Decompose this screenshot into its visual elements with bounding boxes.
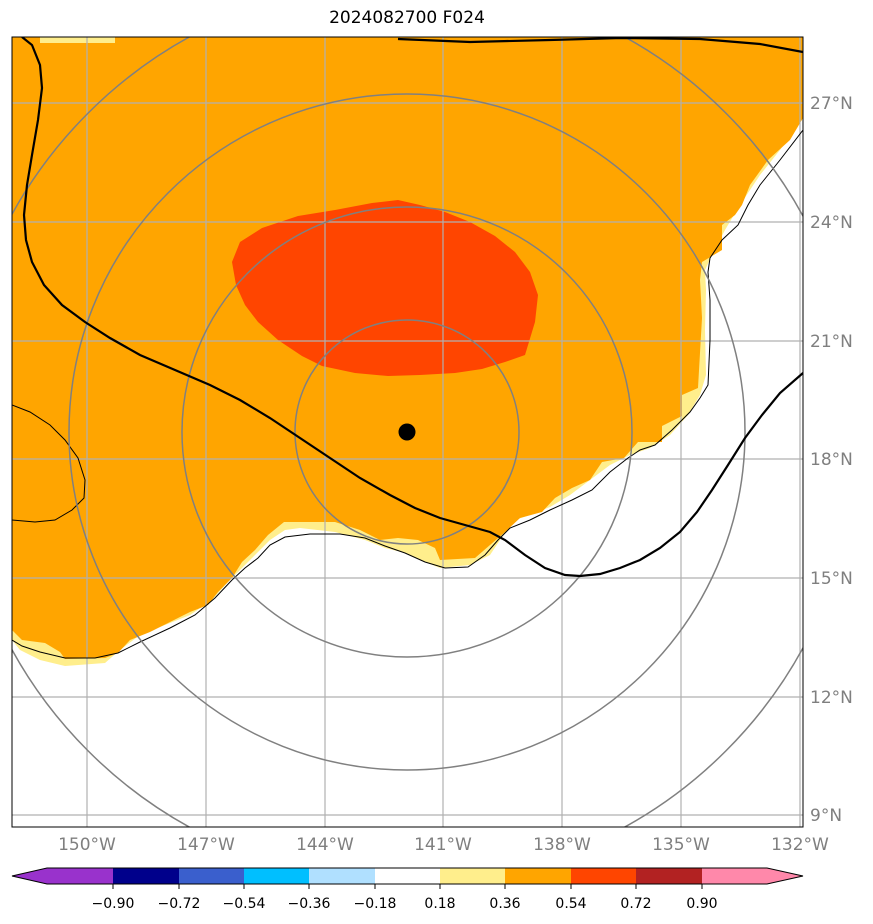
map-frame <box>11 36 804 828</box>
storm-center-dot <box>398 423 416 441</box>
lon-label: 147°W <box>177 835 235 855</box>
lat-label: 21°N <box>810 332 853 352</box>
colorbar-tick-label: −0.72 <box>158 896 201 912</box>
colorbar-extend-high <box>767 868 803 884</box>
lat-label: 15°N <box>810 569 853 589</box>
map-fields <box>12 37 803 666</box>
colorbar-extend-low <box>12 868 48 884</box>
longitude-labels: 150°W 147°W 144°W 141°W 138°W 135°W 132°… <box>58 835 829 855</box>
colorbar-segment <box>375 868 440 884</box>
range-rings <box>12 37 803 827</box>
colorbar-tick-label: −0.54 <box>223 896 266 912</box>
strong-anomaly-region <box>232 200 538 376</box>
lon-label: 132°W <box>771 835 829 855</box>
range-ring-3 <box>68 93 746 771</box>
colorbar-segment <box>636 868 702 884</box>
lon-label: 144°W <box>296 835 354 855</box>
colorbar-outline <box>11 867 804 885</box>
lat-label: 24°N <box>810 213 853 233</box>
lon-label: 138°W <box>533 835 591 855</box>
zero-contour <box>21 37 803 578</box>
lat-label: 27°N <box>810 94 853 114</box>
map-title: 2024082700 F024 <box>329 8 485 28</box>
colorbar-ticks <box>112 884 703 889</box>
colorbar-tick-label: 0.90 <box>686 896 717 912</box>
colorbar-tick-label: 0.54 <box>555 896 586 912</box>
colorbar-segment <box>571 868 636 884</box>
colorbar-segment <box>47 868 113 884</box>
latitude-labels: 27°N 24°N 21°N 18°N 15°N 12°N 9°N <box>810 94 853 826</box>
range-ring-1 <box>294 319 520 545</box>
colorbar-tick-label: 0.36 <box>489 896 520 912</box>
colorbar-segment <box>113 868 179 884</box>
lon-label: 150°W <box>58 835 116 855</box>
lon-label: 135°W <box>652 835 710 855</box>
colorbar-tick-label: 0.72 <box>620 896 651 912</box>
colorbar-segment <box>179 868 244 884</box>
colorbar-segment <box>244 868 309 884</box>
colorbar-tick-label: −0.36 <box>288 896 331 912</box>
colorbar-segment <box>702 868 768 884</box>
lat-label: 9°N <box>810 806 842 826</box>
colorbar-tick-label: −0.90 <box>92 896 135 912</box>
field-edge-contour <box>12 129 803 659</box>
lat-label: 18°N <box>810 450 853 470</box>
graticule <box>12 37 803 827</box>
lon-label: 141°W <box>414 835 472 855</box>
lat-label: 12°N <box>810 688 853 708</box>
colorbar-segment <box>505 868 571 884</box>
colorbar-labels: −0.90 −0.72 −0.54 −0.36 −0.18 0.18 0.36 … <box>92 896 718 912</box>
colorbar-tick-label: 0.18 <box>424 896 455 912</box>
colorbar-tick-label: −0.18 <box>354 896 397 912</box>
colorbar: −0.90 −0.72 −0.54 −0.36 −0.18 0.18 0.36 … <box>11 867 804 912</box>
colorbar-segment <box>440 868 505 884</box>
range-ring-2 <box>181 206 633 658</box>
colorbar-segment <box>309 868 375 884</box>
